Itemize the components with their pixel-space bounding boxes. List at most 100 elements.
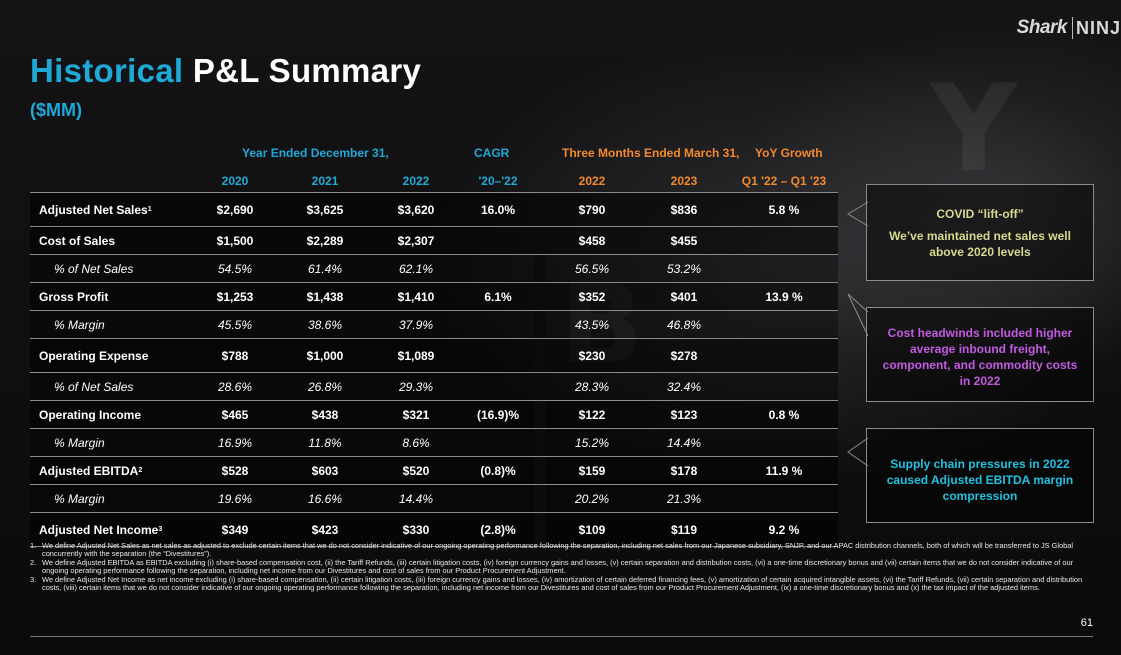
table-row: Cost of Sales $1,500 $2,289 $2,307 $458 $455: [30, 226, 838, 254]
table-cell: 6.1%: [484, 289, 512, 304]
table-cell: $109: [578, 522, 606, 537]
column-header: 2020: [221, 174, 249, 188]
table-cell: 28.6%: [217, 379, 253, 394]
table-cell: 5.8 %: [768, 202, 800, 217]
table-cell: 45.5%: [217, 317, 253, 332]
table-cell: $1,438: [306, 289, 344, 304]
column-gap: [534, 429, 546, 456]
sharkninja-logo: Shark NINJ: [1017, 16, 1121, 40]
table-cell: $836: [670, 202, 698, 217]
table-cell: 43.5%: [574, 317, 610, 332]
table-row: Operating Expense $788 $1,000 $1,089 $230 $27…: [30, 338, 838, 372]
table-cell: 16.9%: [217, 435, 253, 450]
column-gap: [534, 339, 546, 372]
table-cell: [730, 227, 838, 254]
table-cell: $528: [221, 463, 249, 478]
callout-cost-text: Cost headwinds included higher average i…: [882, 326, 1078, 388]
column-header: '20–'22: [478, 174, 518, 188]
column-headers: 2020 2021 2022 '20–'22 2022 2023 Q1 '22 – Q1 '…: [30, 170, 838, 192]
table-row: Adjusted EBITDA 2 $528 $603 $520 (0.8)% $159 $1…: [30, 456, 838, 484]
callout-cost-headwinds: Cost headwinds included higher average i…: [866, 307, 1094, 402]
callout-pointers: [847, 201, 869, 467]
row-label: Adjusted Net Sales 1: [39, 202, 152, 217]
column-header: 2021: [311, 174, 339, 188]
table-cell: 26.8%: [307, 379, 343, 394]
table-cell: $3,620: [397, 202, 435, 217]
table-body: Adjusted Net Sales 1 $2,690 $3,625 $3,620 16.…: [30, 192, 838, 547]
table-cell: [462, 429, 534, 456]
table-cell: $1,410: [397, 289, 435, 304]
table-cell: $159: [578, 463, 606, 478]
table-cell: 14.4%: [666, 435, 702, 450]
table-cell: $178: [670, 463, 698, 478]
table-cell: $349: [221, 522, 249, 537]
table-cell: 38.6%: [307, 317, 343, 332]
column-header: Q1 '22 – Q1 '23: [741, 174, 827, 188]
table-cell: 46.8%: [666, 317, 702, 332]
table-cell: 53.2%: [666, 261, 702, 276]
footer-divider: [30, 636, 1093, 637]
footnote-marker: 3: [158, 526, 163, 533]
table-cell: $2,690: [216, 202, 254, 217]
table-cell: $122: [578, 407, 606, 422]
table-cell: 37.9%: [398, 317, 434, 332]
callout-covid-heading: COVID “lift-off”: [936, 207, 1024, 221]
column-gap: [534, 283, 546, 310]
table-cell: 0.8 %: [768, 407, 800, 422]
column-gap: [534, 255, 546, 282]
table-cell: $2,289: [306, 233, 344, 248]
table-cell: 29.3%: [398, 379, 434, 394]
table-cell: $1,500: [216, 233, 254, 248]
table-cell: $321: [402, 407, 430, 422]
table-cell: 20.2%: [574, 491, 610, 506]
row-label: % of Net Sales: [54, 379, 134, 394]
column-gap: [534, 457, 546, 484]
title-part2: P&L Summary: [192, 52, 422, 89]
table-cell: 13.9 %: [765, 289, 803, 304]
row-label: Adjusted EBITDA 2: [39, 463, 143, 478]
table-cell: 32.4%: [666, 379, 702, 394]
column-gap: [534, 193, 546, 226]
table-cell: $1,253: [216, 289, 254, 304]
table-row: % of Net Sales 54.5% 61.4% 62.1% 56.5% 53.2%: [30, 254, 838, 282]
table-cell: 21.3%: [666, 491, 702, 506]
table-cell: 8.6%: [402, 435, 430, 450]
column-header: 2022: [402, 174, 430, 188]
row-label: % Margin: [54, 491, 105, 506]
table-cell: [462, 373, 534, 400]
table-cell: (2.8)%: [480, 522, 516, 537]
table-cell: $423: [311, 522, 339, 537]
table-cell: 28.3%: [574, 379, 610, 394]
table-cell: $3,625: [306, 202, 344, 217]
row-label: Gross Profit: [39, 289, 109, 304]
table-cell: [730, 311, 838, 338]
table-cell: 54.5%: [217, 261, 253, 276]
table-cell: $520: [402, 463, 430, 478]
table-cell: 16.0%: [480, 202, 516, 217]
table-cell: (16.9)%: [476, 407, 520, 422]
column-header: 2023: [670, 174, 698, 188]
table-cell: 19.6%: [217, 491, 253, 506]
column-gap: [534, 401, 546, 428]
column-gap: [534, 485, 546, 512]
page-title: Historical P&L Summary: [30, 52, 421, 90]
table-cell: $788: [221, 348, 249, 363]
table-row: Adjusted Net Income 3 $349 $423 $330 (2.8)% $1…: [30, 512, 838, 547]
table-row: Gross Profit $1,253 $1,438 $1,410 6.1% $352 $4…: [30, 282, 838, 310]
table-cell: [730, 485, 838, 512]
logo-divider: [1071, 17, 1073, 39]
table-cell: $123: [670, 407, 698, 422]
table-cell: $465: [221, 407, 249, 422]
callout-covid: COVID “lift-off” We’ve maintained net sa…: [866, 184, 1094, 281]
column-gap: [534, 373, 546, 400]
table-cell: $458: [578, 233, 606, 248]
table-row: % of Net Sales 28.6% 26.8% 29.3% 28.3% 32.4%: [30, 372, 838, 400]
footnotes: 1. We define Adjusted Net Sales as net sa…: [30, 541, 1092, 592]
column-gap: [534, 311, 546, 338]
background-decor: Y: [930, 60, 1017, 199]
footnote-2: 2. We define Adjusted EBITDA as EBITDA ex…: [30, 557, 1074, 576]
row-label: % of Net Sales: [54, 261, 134, 276]
callout-covid-text: We’ve maintained net sales well above 20…: [889, 229, 1071, 259]
title-part1: Historical: [30, 52, 184, 89]
table-cell: [730, 255, 838, 282]
